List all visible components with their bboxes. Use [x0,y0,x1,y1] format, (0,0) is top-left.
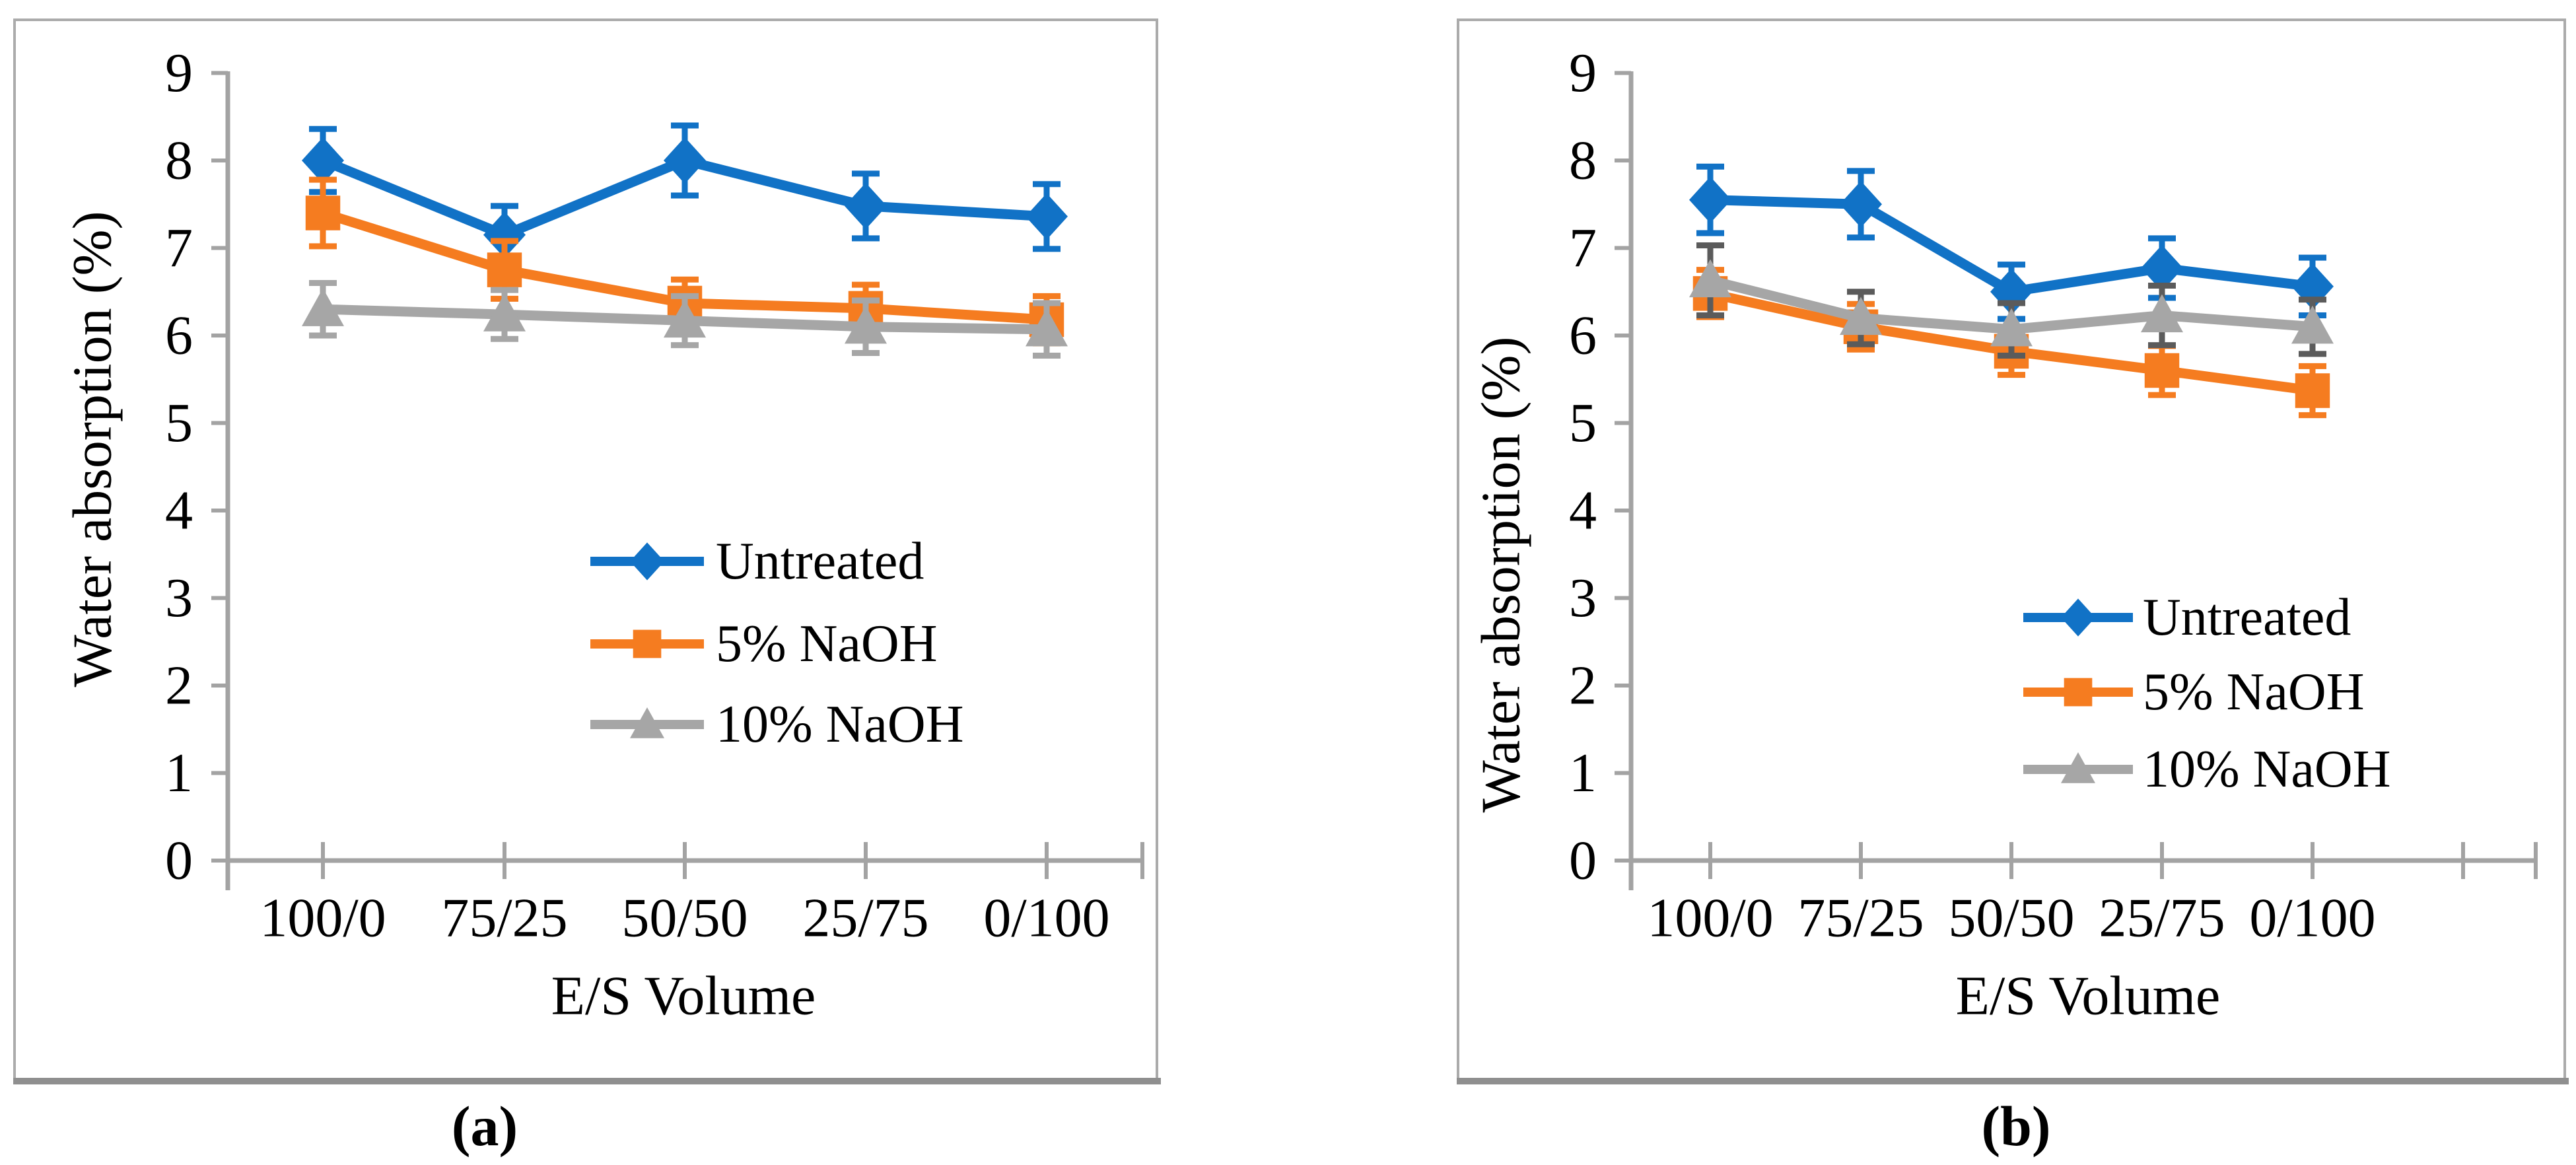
panel-b-y-tick-label: 3 [1569,567,1597,629]
panel-a-x-tick-label: 100/0 [260,888,386,949]
panel-b-y-tick-label: 9 [1569,42,1597,104]
panel-a-series-marker-untreated [664,137,706,184]
panel-a-x-tick-label: 0/100 [983,888,1109,949]
panel-b-series-marker-untreated [2141,244,2183,292]
panel-b-series-marker-untreated [1840,181,1882,228]
panel-a-x-tick-label: 50/50 [621,888,748,949]
caption-a: (a) [451,1094,518,1158]
panel-b-y-axis-title: Water absorption (%) [1471,337,1532,813]
panel-b-series-marker-untreated [1689,176,1731,223]
panel-a-series-marker-untreated [302,137,344,184]
panel-a-y-tick-label: 1 [165,742,193,804]
panel-b-series-marker-10-naoh [1990,308,2033,347]
panel-b-x-tick-label: 100/0 [1647,888,1773,949]
panel-a-y-tick-label: 0 [165,830,193,892]
panel-b-y-tick-label: 1 [1569,742,1597,804]
panel-b-series-marker-10-naoh [1840,297,1882,335]
panel-b-y-tick-label: 4 [1569,480,1597,542]
panel-a-y-tick-label: 4 [165,480,193,542]
panel-a-legend-marker-10-naoh [630,707,664,738]
panel-a-x-tick-label: 25/75 [802,888,928,949]
panel-b-y-tick-label: 7 [1569,217,1597,279]
panel-b-legend-label-untreated: Untreated [2143,588,2351,647]
panel-b-x-tick-label: 50/50 [1948,888,2074,949]
panel-a-legend-label-10-naoh: 10% NaOH [716,695,963,754]
panel-a-y-tick-label: 5 [165,392,193,454]
panel-b-series-marker-10-naoh [2141,294,2183,333]
panel-a-x-axis-title: E/S Volume [551,966,816,1027]
panel-a-x-tick-label: 75/25 [441,888,567,949]
panel-b-legend-marker-10-naoh [2061,752,2095,783]
panel-b-series-marker-5-naoh [2295,373,2330,408]
panel-a-legend-marker-5-naoh [633,629,662,658]
panel-a-series-marker-10-naoh [845,305,887,344]
panel-a-series-marker-untreated [845,182,887,230]
panel-a-y-tick-label: 3 [165,567,193,629]
panel-b-x-tick-label: 25/75 [2099,888,2225,949]
panel-b-x-tick-label: 75/25 [1797,888,1924,949]
panel-a-series-marker-10-naoh [483,293,526,332]
panel-a-y-tick-label: 9 [165,42,193,104]
panel-a-series-marker-10-naoh [664,299,706,338]
panel-b-y-tick-label: 8 [1569,130,1597,192]
panel-b-x-tick-label: 0/100 [2249,888,2375,949]
panel-b-y-tick-label: 2 [1569,655,1597,717]
panel-a-series-marker-10-naoh [302,288,344,326]
panel-a-series-marker-10-naoh [1026,308,1068,347]
panel-b-legend-label-10-naoh: 10% NaOH [2143,740,2390,798]
caption-b: (b) [1981,1094,2051,1158]
panel-b-series-marker-5-naoh [2144,353,2180,388]
panel-a-y-axis-title: Water absorption (%) [62,211,123,688]
panel-b-y-tick-label: 5 [1569,392,1597,454]
panel-b-x-axis-title: E/S Volume [1956,966,2221,1027]
panel-a-legend-marker-untreated [630,542,664,581]
panel-b-legend-marker-5-naoh [2064,678,2093,707]
panel-a-series-marker-5-naoh [305,195,341,230]
panel-a-series-marker-untreated [483,211,526,258]
panel-a-legend-label-untreated: Untreated [716,532,924,590]
panel-a-y-tick-label: 2 [165,655,193,717]
panel-a-y-tick-label: 7 [165,217,193,279]
panel-a-y-tick-label: 8 [165,130,193,192]
panel-a-y-tick-label: 6 [165,305,193,367]
panel-b-series-marker-10-naoh [2291,305,2334,344]
panel-a-legend-label-5-naoh: 5% NaOH [716,615,937,673]
panel-b-legend-marker-untreated [2061,598,2095,637]
panel-b-y-tick-label: 0 [1569,830,1597,892]
panel-a-series-marker-5-naoh [487,252,522,287]
panel-b-y-tick-label: 6 [1569,305,1597,367]
panel-b-series-marker-10-naoh [1689,259,1731,298]
panel-a-series-marker-untreated [1026,193,1068,240]
panel-b-legend-label-5-naoh: 5% NaOH [2143,663,2364,721]
